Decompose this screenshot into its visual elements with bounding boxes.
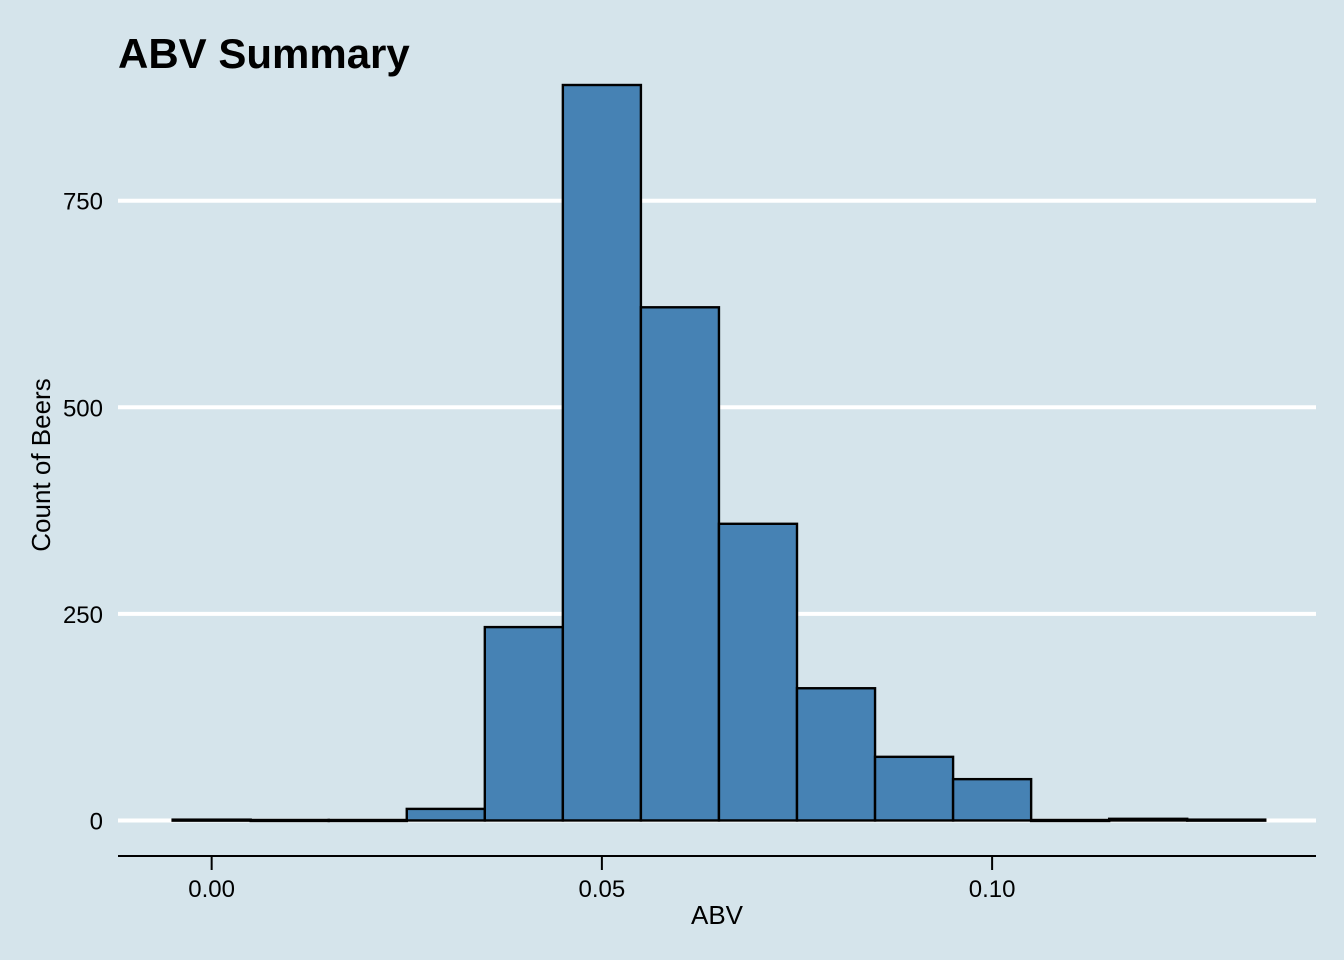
x-axis-ticks: 0.00 0.05 0.10 xyxy=(188,856,1015,903)
histogram-bar xyxy=(1029,818,1111,823)
histogram-bar xyxy=(561,83,643,822)
y-tick-label: 750 xyxy=(63,189,103,216)
bars xyxy=(171,83,1267,823)
x-tick-label: 0.00 xyxy=(188,876,235,903)
histogram-bar xyxy=(873,755,955,822)
histogram-bar xyxy=(1186,818,1267,822)
histogram-bar xyxy=(795,687,877,822)
histogram-bar xyxy=(249,818,330,823)
y-axis-ticks: 0 250 500 750 xyxy=(63,189,103,836)
histogram-bar xyxy=(717,522,799,822)
histogram-bar xyxy=(327,818,408,823)
x-axis-label: ABV xyxy=(691,900,744,930)
y-tick-label: 0 xyxy=(90,808,103,835)
x-tick-label: 0.10 xyxy=(969,876,1016,903)
y-tick-label: 500 xyxy=(63,395,103,422)
histogram-bar xyxy=(951,777,1033,822)
y-axis-label: Count of Beers xyxy=(26,378,56,551)
histogram-bar xyxy=(1107,817,1189,822)
histogram-bar xyxy=(171,818,252,822)
histogram-bar xyxy=(483,625,565,822)
x-tick-label: 0.05 xyxy=(579,876,626,903)
histogram-bar xyxy=(639,306,721,822)
chart-title: ABV Summary xyxy=(118,30,410,77)
y-tick-label: 250 xyxy=(63,602,103,629)
histogram-bar xyxy=(405,807,487,822)
